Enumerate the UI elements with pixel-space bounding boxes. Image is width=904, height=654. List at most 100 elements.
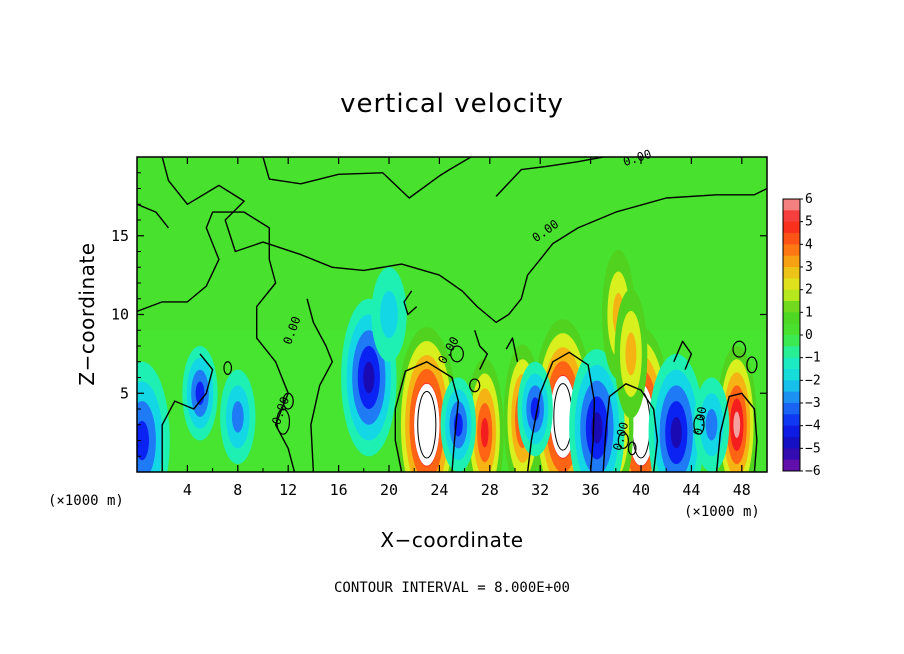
- colorbar-tick-label: 3: [805, 260, 813, 275]
- zero-contour-13: [403, 290, 418, 316]
- colorbar: 6 5 4 3 2 1 0 −1 −2 −3 −4 −5 −6: [782, 192, 821, 479]
- zero-contour-10: [602, 383, 659, 472]
- colorbar-tick-label: 0: [805, 328, 813, 343]
- contour-loop-5: [617, 432, 630, 449]
- x-tick-label: 32: [531, 481, 549, 499]
- cell-level: [231, 401, 244, 433]
- velocity-cell-16: [137, 361, 170, 472]
- x-axis-ticks: 4 8 12 16 20 24 28 32 36 40 44 48: [161, 157, 751, 499]
- x-tick-label: 44: [682, 481, 700, 499]
- cell-level: [380, 290, 398, 339]
- cell-level: [363, 361, 375, 394]
- contour-loop-6: [627, 441, 637, 456]
- velocity-cell-14: [182, 346, 218, 441]
- colorbar-tick-label: −3: [805, 396, 821, 411]
- x-tick-label: 24: [430, 481, 448, 499]
- colorbar-band: [783, 267, 800, 279]
- x-tick-label: 8: [233, 481, 242, 499]
- x-tick-label: 16: [330, 481, 348, 499]
- cell-level: [733, 411, 741, 438]
- colorbar-band: [783, 244, 800, 257]
- cell-level: [137, 420, 149, 461]
- contour-loop-8: [732, 340, 747, 358]
- cell-level: [625, 332, 637, 376]
- colorbar-band: [783, 448, 800, 461]
- velocity-cell-11: [648, 353, 704, 472]
- x-unit-label-left: (×1000 m): [48, 493, 124, 509]
- zero-contour-5: [137, 211, 296, 472]
- colorbar-band: [783, 233, 800, 245]
- colorbar-band: [783, 255, 800, 268]
- zero-contour-2: [262, 157, 472, 199]
- x-tick-label: 12: [279, 481, 297, 499]
- y-tick-label: 10: [111, 306, 129, 324]
- core-contour: [417, 391, 437, 459]
- colorbar-tick-label: 6: [805, 192, 813, 207]
- contour-loop-10: [223, 361, 233, 375]
- contour-loop-4: [469, 378, 481, 393]
- cell-level: [670, 416, 682, 449]
- colorbar-tick-label: −1: [805, 351, 821, 366]
- cell-level: [705, 409, 718, 441]
- colorbar-band: [783, 437, 800, 449]
- x-tick-label: 48: [733, 481, 751, 499]
- x-tick-label: 40: [632, 481, 650, 499]
- zero-contour-12: [673, 340, 693, 370]
- colorbar-tick-label: 5: [805, 215, 813, 230]
- zero-contour-3: [495, 157, 604, 197]
- y-axis-ticks: 5 10 15: [111, 172, 767, 457]
- cell-core: [414, 383, 440, 466]
- y-tick-label: 15: [111, 227, 129, 245]
- zero-contour-9: [526, 351, 596, 472]
- x-tick-label: 28: [481, 481, 499, 499]
- colorbar-tick-label: −6: [805, 464, 821, 479]
- zero-contour-8: [394, 361, 459, 472]
- colorbar-band: [783, 335, 800, 347]
- colorbar-band: [783, 221, 800, 234]
- velocity-cell-15: [220, 369, 256, 465]
- colorbar-band: [783, 323, 800, 336]
- colorbar-band: [783, 199, 800, 211]
- contour-loop-2: [282, 392, 294, 410]
- colorbar-tick-label: −4: [805, 419, 821, 434]
- colorbar-band: [783, 380, 800, 393]
- zero-contour-15: [505, 337, 519, 362]
- contour-loop-1: [276, 408, 291, 435]
- colorbar-band: [783, 357, 800, 370]
- colorbar-band: [783, 403, 800, 415]
- x-axis-label: X−coordinate: [380, 528, 523, 552]
- velocity-cell-19: [371, 267, 407, 362]
- zero-contour-1: [161, 157, 767, 324]
- cell-core: [550, 375, 576, 458]
- colorbar-band: [783, 210, 800, 223]
- velocity-cell-9: [440, 377, 476, 472]
- contour-loop-9: [746, 356, 758, 374]
- x-tick-label: 4: [183, 481, 192, 499]
- y-tick-label: 5: [120, 384, 129, 402]
- colorbar-band: [783, 312, 800, 325]
- velocity-cell-12: [693, 377, 730, 472]
- zero-contour-11: [715, 392, 758, 472]
- colorbar-band: [783, 459, 800, 472]
- zero-contour-4: [137, 203, 170, 229]
- colorbar-tick-label: 2: [805, 283, 813, 298]
- cell-level: [480, 417, 489, 448]
- colorbar-band: [783, 289, 800, 302]
- colorbar-tick-label: 1: [805, 305, 813, 320]
- x-unit-label-right: (×1000 m): [684, 504, 760, 520]
- zero-contour-7: [306, 298, 333, 472]
- colorbar-band: [783, 301, 800, 313]
- velocity-cell-5: [465, 358, 504, 472]
- cell-level: [530, 397, 540, 421]
- colorbar-tick-label: −2: [805, 373, 821, 388]
- x-tick-label: 20: [380, 481, 398, 499]
- zero-contour-14: [474, 330, 488, 370]
- contour-loop-3: [450, 345, 464, 363]
- velocity-cell-18: [614, 289, 648, 419]
- y-axis-label: Z−coordinate: [75, 242, 99, 385]
- colorbar-band: [783, 425, 800, 438]
- zero-contour-6: [161, 353, 214, 472]
- zero-contours: [137, 157, 767, 472]
- chart-title: vertical velocity: [340, 89, 564, 119]
